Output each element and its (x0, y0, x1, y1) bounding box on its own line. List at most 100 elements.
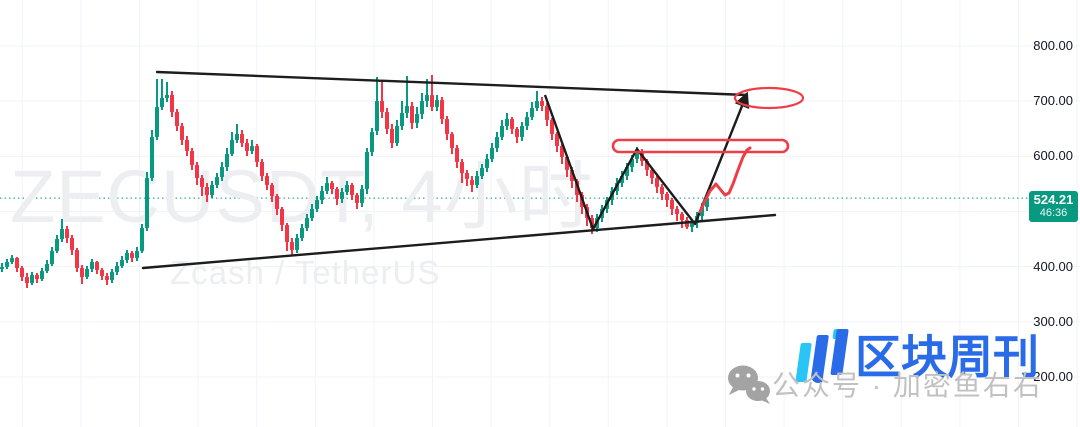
candle-body (480, 168, 484, 176)
candle-body (105, 276, 109, 281)
candle-body (130, 253, 134, 259)
candle-body (210, 185, 214, 195)
candle-body (685, 219, 689, 227)
candle-body (290, 241, 294, 251)
candle-body (605, 200, 609, 209)
candle-body (345, 185, 349, 193)
candle-body (225, 153, 229, 168)
candle-body (235, 134, 239, 140)
candle-body (700, 207, 704, 216)
candle-body (30, 275, 34, 284)
candle-body (240, 134, 244, 143)
candle-body (295, 237, 299, 251)
candle-body (660, 186, 664, 194)
candle-body (90, 262, 94, 269)
candle-body (560, 146, 564, 158)
candle-body (405, 105, 409, 114)
candle-body (5, 262, 9, 267)
candle-body (315, 200, 319, 209)
candle-body (610, 190, 614, 201)
candle-body (595, 218, 599, 229)
candle-body (440, 100, 444, 119)
candle-body (150, 137, 154, 179)
candle-body (115, 265, 119, 273)
candle-body (0, 266, 4, 270)
logo-title: 区块周刊 (855, 331, 1039, 383)
candle-body (530, 107, 534, 117)
candle-body (430, 94, 434, 107)
candle-body (75, 250, 79, 268)
candle-body (635, 150, 639, 160)
candle-body (285, 225, 289, 242)
candle-body (355, 194, 359, 204)
candle-body (450, 134, 454, 149)
candle-body (370, 131, 374, 152)
candle-body (550, 120, 554, 135)
candle-body (435, 100, 439, 107)
candle-body (145, 178, 149, 229)
candle-body (135, 251, 139, 259)
candle-body (260, 161, 264, 176)
candle-body (100, 269, 104, 277)
candle-body (390, 128, 394, 143)
candle-body (650, 170, 654, 179)
wechat-icon (728, 365, 770, 404)
candle-body (55, 239, 59, 252)
candle-wick (381, 81, 383, 118)
candle-body (670, 200, 674, 209)
candle-wick (426, 79, 428, 107)
candle-body (190, 150, 194, 165)
candle-body (40, 271, 44, 279)
candle-body (400, 113, 404, 126)
price-tick-label: 300.00 (1033, 313, 1073, 329)
candle-body (645, 160, 649, 171)
candle-body (50, 251, 54, 264)
candle-body (675, 208, 679, 215)
candle-body (510, 118, 514, 129)
candle-body (245, 142, 249, 151)
candle-body (180, 125, 184, 140)
candle-body (545, 105, 549, 121)
price-tick-label: 800.00 (1033, 38, 1073, 53)
candle-body (275, 196, 279, 209)
candle-body (580, 194, 584, 208)
price-axis[interactable]: 800.00 700.00 600.00 400.00 300.00 200.00 (1000, 0, 1080, 427)
candle-body (220, 167, 224, 178)
candle-body (585, 207, 589, 219)
candle-body (515, 128, 519, 138)
candle-body (415, 114, 419, 124)
candle-wick (406, 76, 408, 118)
candle-body (60, 229, 64, 240)
price-tick-label: 700.00 (1033, 93, 1073, 109)
candle-body (525, 116, 529, 126)
candle-body (565, 157, 569, 171)
candle-body (255, 146, 259, 162)
candle-wick (236, 124, 238, 144)
candle-body (250, 146, 254, 151)
candle-body (120, 260, 124, 266)
candle-body (175, 112, 179, 126)
candle-body (460, 161, 464, 173)
candle-body (425, 94, 429, 102)
candle-body (485, 159, 489, 169)
candle-body (655, 178, 659, 187)
candle-body (490, 148, 494, 160)
candle-body (155, 106, 159, 137)
candle-body (95, 262, 99, 270)
candle-body (590, 218, 594, 229)
candle-body (185, 139, 189, 151)
candle-body (125, 253, 129, 261)
candle-body (20, 267, 24, 277)
candle-body (265, 175, 269, 186)
candle-body (140, 228, 144, 252)
candle-body (340, 192, 344, 200)
candle-body (280, 208, 284, 226)
price-tick-label: 200.00 (1033, 369, 1073, 384)
candle-body (85, 268, 89, 277)
candle-body (360, 189, 364, 204)
candle-body (665, 193, 669, 201)
candle-body (570, 170, 574, 182)
badge-price: 524.21 (1033, 192, 1074, 208)
candle-body (475, 175, 479, 186)
